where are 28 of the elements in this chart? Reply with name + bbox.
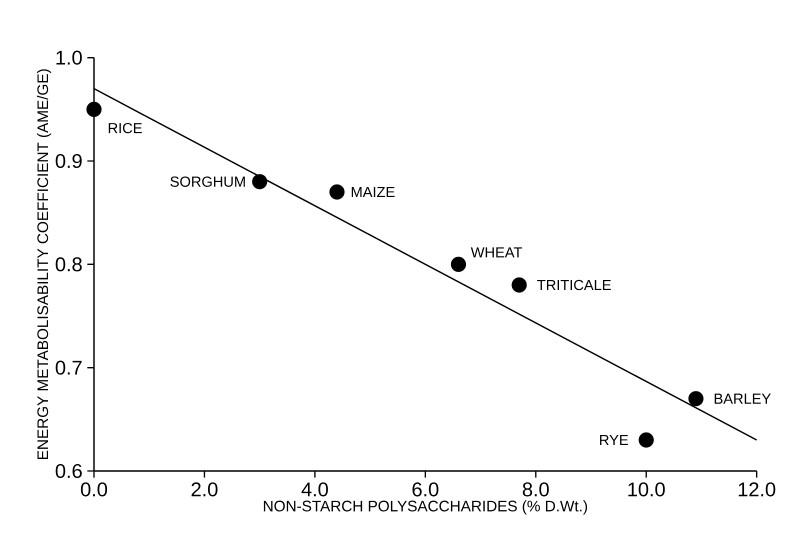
x-tick-label: 6.0: [412, 482, 438, 496]
point: [512, 277, 527, 293]
x-tick-label: 12.0: [738, 482, 776, 496]
y-tick-label: 0.7: [56, 360, 82, 375]
annotation: RYE: [600, 434, 628, 446]
y-tick-label: 0.8: [56, 257, 82, 272]
annotation: BARLEY: [714, 394, 771, 404]
y-axis-title: ENERGY METABOLISABILITY COEFFICIENT (AME/GE): [36, 69, 52, 460]
y-tick-label: 1.0: [56, 50, 82, 65]
annotation: MAIZE: [352, 186, 395, 198]
x-tick-label: 0.0: [80, 482, 108, 496]
x-tick-label: 10.0: [628, 482, 665, 496]
x-tick-label: 2.0: [192, 482, 218, 496]
point: [638, 432, 654, 448]
y-tick-label: 0.6: [56, 464, 82, 478]
x-tick-label: 8.0: [522, 482, 549, 496]
annotation: RICE: [108, 122, 142, 134]
annotation: TRITICALE: [537, 280, 611, 290]
point: [252, 174, 268, 190]
x-axis-title: NON-STARCH POLYSACCHARIDES (% D.Wt.): [264, 500, 588, 514]
y-tick-label: 0.9: [56, 154, 82, 168]
point: [86, 102, 102, 117]
point: [329, 184, 345, 200]
x-tick-label: 4.0: [302, 482, 328, 496]
annotation: SORGHUM: [170, 176, 245, 187]
annotation: WHEAT: [470, 247, 522, 258]
point: [450, 256, 466, 272]
point: [688, 391, 704, 406]
